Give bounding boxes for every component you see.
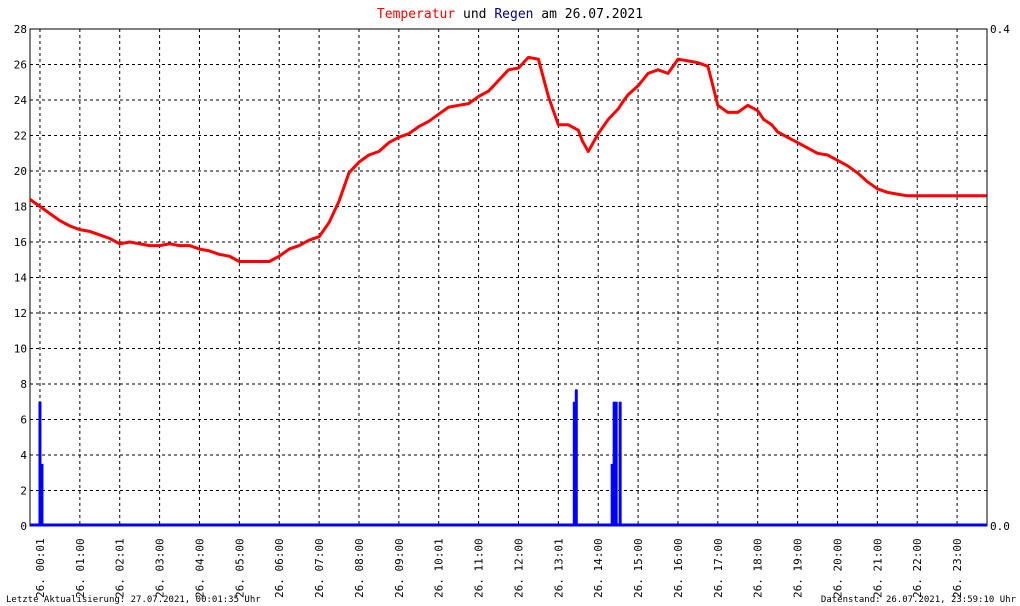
y-tick-label: 26 — [14, 59, 27, 72]
x-tick-label: 26. 12:00 — [512, 538, 525, 598]
y-tick-label: 16 — [14, 236, 27, 249]
y-tick-label: 6 — [20, 414, 27, 427]
x-tick-label: 26. 18:00 — [752, 538, 765, 598]
y-tick-label: 18 — [14, 201, 27, 214]
y-right-tick-label: 0.4 — [990, 23, 1010, 36]
x-tick-label: 26. 14:00 — [592, 538, 605, 598]
y-right-tick-label: 0.0 — [990, 520, 1010, 533]
y-tick-label: 14 — [14, 272, 28, 285]
y-tick-label: 28 — [14, 23, 27, 36]
x-tick-label: 26. 23:00 — [951, 538, 964, 598]
x-tick-label: 26. 01:00 — [74, 538, 87, 598]
x-tick-label: 26. 05:00 — [233, 538, 246, 598]
title-rain: Regen — [494, 7, 533, 22]
y-tick-label: 4 — [20, 449, 27, 462]
temperature-line — [29, 55, 987, 263]
title-date: am 26.07.2021 — [533, 7, 643, 22]
x-tick-label: 26. 15:00 — [632, 538, 645, 598]
x-tick-label: 26. 20:00 — [831, 538, 844, 598]
y-tick-label: 2 — [20, 485, 27, 498]
title-temperature: Temperatur — [377, 7, 455, 22]
y-tick-label: 8 — [20, 378, 27, 391]
x-tick-label: 26. 09:00 — [393, 538, 406, 598]
x-tick-label: 26. 19:00 — [792, 538, 805, 598]
x-tick-label: 26. 08:00 — [353, 538, 366, 598]
x-tick-label: 26. 02:01 — [114, 538, 127, 598]
grid — [30, 29, 987, 526]
x-tick-label: 26. 22:00 — [911, 538, 924, 598]
title-und: und — [455, 7, 494, 22]
y-tick-label: 10 — [14, 343, 27, 356]
x-tick-label: 26. 17:00 — [712, 538, 725, 598]
x-tick-label: 26. 06:00 — [273, 538, 286, 598]
x-tick-label: 26. 21:00 — [871, 538, 884, 598]
x-tick-label: 26. 03:00 — [154, 538, 167, 598]
footer-last-update: Letzte Aktualisierung: 27.07.2021, 00:01… — [6, 595, 261, 605]
x-tick-label: 26. 07:00 — [313, 538, 326, 598]
y-tick-label: 20 — [14, 165, 27, 178]
y-tick-label: 12 — [14, 307, 27, 320]
y-tick-label: 24 — [14, 94, 28, 107]
chart-title: Temperatur und Regen am 26.07.2021 — [377, 7, 643, 22]
x-tick-label: 26. 13:01 — [552, 538, 565, 598]
x-tick-label: 26. 16:00 — [672, 538, 685, 598]
y-tick-label: 22 — [14, 130, 27, 143]
x-tick-label: 26. 10:01 — [433, 538, 446, 598]
y-tick-label: 0 — [20, 520, 27, 533]
series-layer — [29, 55, 987, 527]
x-tick-label: 26. 00:01 — [34, 538, 47, 598]
footer-data-status: Datenstand: 26.07.2021, 23:59:10 Uhr — [821, 595, 1017, 605]
x-tick-label: 26. 11:00 — [473, 538, 486, 598]
x-tick-label: 26. 04:00 — [193, 538, 206, 598]
